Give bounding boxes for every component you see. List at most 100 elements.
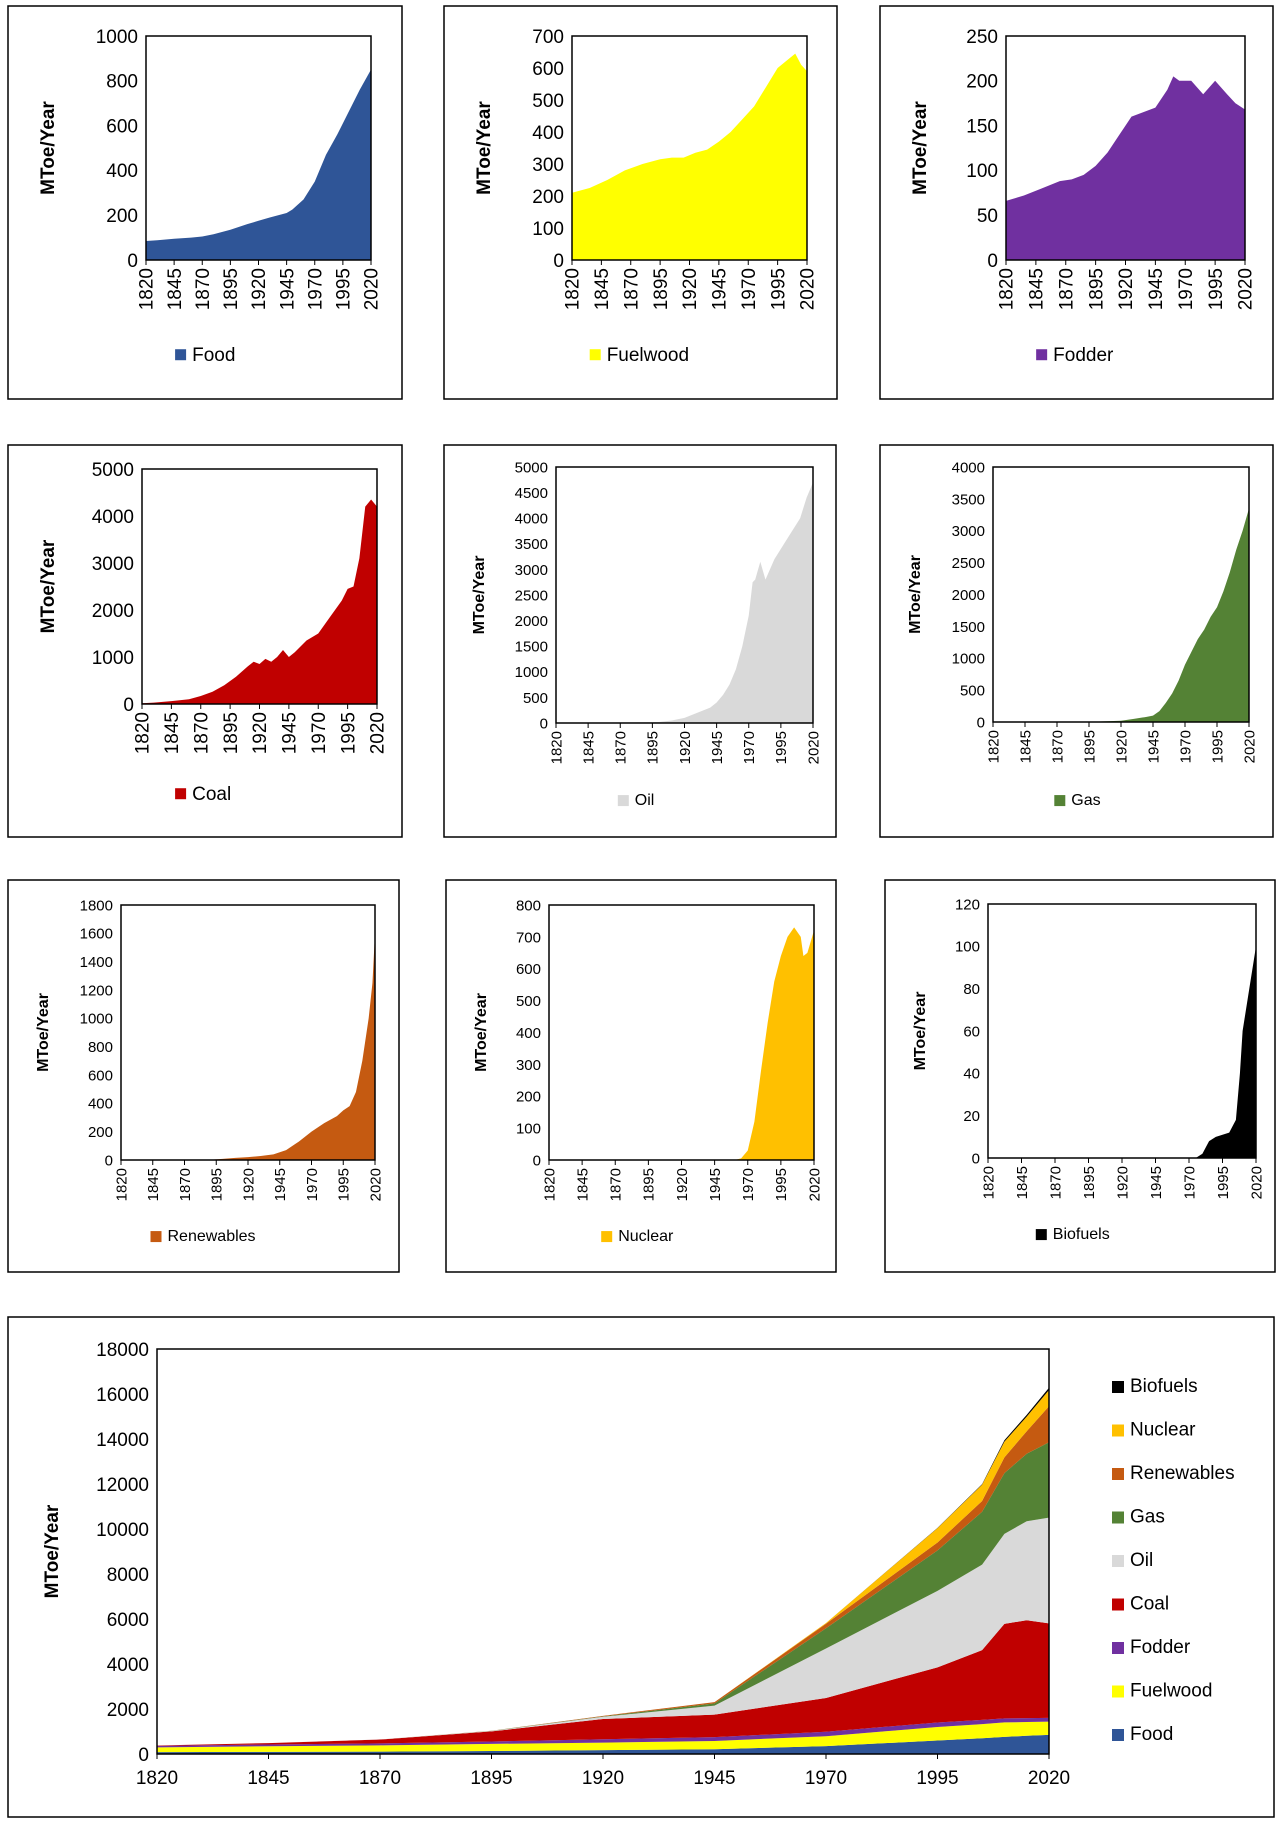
y-tick-label: 300 <box>532 155 564 176</box>
legend-swatch-renewables <box>150 1231 162 1243</box>
x-tick-label: 1820 <box>980 1166 997 1199</box>
y-tick-label: 3500 <box>952 491 985 508</box>
x-tick-label: 1895 <box>209 1168 226 1201</box>
area-series-fodder <box>157 1717 1049 1748</box>
x-tick-label: 1920 <box>674 1168 691 1201</box>
x-tick-label: 1820 <box>563 268 584 310</box>
legend-swatch-food <box>175 349 187 361</box>
x-tick-label: 1895 <box>221 268 242 310</box>
x-tick-label: 1920 <box>1116 268 1137 310</box>
y-tick-label: 800 <box>106 72 138 93</box>
y-tick-label: 200 <box>516 1089 541 1106</box>
x-tick-label: 1970 <box>1181 1166 1198 1199</box>
legend-swatch-fuelwood <box>1112 1685 1124 1698</box>
x-tick-label: 1970 <box>309 712 330 754</box>
legend-label-oil: Oil <box>1130 1550 1153 1571</box>
y-tick-label: 500 <box>960 683 985 700</box>
y-tick-label: 100 <box>955 939 980 956</box>
x-tick-label: 1870 <box>359 1768 401 1789</box>
y-tick-label: 400 <box>88 1096 113 1113</box>
y-tick-label: 0 <box>123 695 134 716</box>
chart-oil: 0 500 1000 1500 2000 2500 3000 3500 4000 4500 5000… <box>443 444 837 838</box>
legend-swatch-biofuels <box>1112 1381 1124 1393</box>
x-tick-label: 1870 <box>193 268 214 310</box>
y-axis-label: MToe/Year <box>38 539 59 633</box>
y-tick-label: 1500 <box>952 619 985 636</box>
chart-fuelwood: 0 100 200 300 400 500 600 700 1820 1845 1870 1895 19… <box>443 5 838 400</box>
x-tick-label: 1970 <box>305 268 326 310</box>
x-tick-label: 2020 <box>367 1168 384 1201</box>
x-tick-label: 1845 <box>247 1768 289 1789</box>
x-tick-label: 1920 <box>582 1768 624 1789</box>
legend-label-gas: Gas <box>1071 792 1100 809</box>
x-tick-label: 2020 <box>805 731 822 764</box>
y-tick-label: 700 <box>532 27 564 48</box>
y-tick-label: 2000 <box>92 601 134 622</box>
x-tick-label: 2020 <box>362 268 383 310</box>
x-tick-label: 2020 <box>798 268 819 310</box>
y-axis-label: MToe/Year <box>42 1504 63 1598</box>
y-tick-label: 400 <box>106 161 138 182</box>
y-tick-label: 2500 <box>515 587 548 604</box>
chart-panel-border <box>7 879 400 1273</box>
legend-label-renewables: Renewables <box>168 1228 256 1245</box>
x-tick-label: 1995 <box>334 268 355 310</box>
legend-swatch-gas <box>1112 1511 1124 1524</box>
y-tick-label: 1000 <box>92 648 134 669</box>
x-tick-label: 1895 <box>470 1768 512 1789</box>
y-axis-label: MToe/Year <box>912 992 929 1071</box>
y-tick-label: 200 <box>106 206 138 227</box>
chart-coal: 0 1000 2000 3000 4000 5000 1820 1845 1870 1895 192… <box>7 444 403 838</box>
x-tick-label: 1870 <box>621 268 642 310</box>
y-tick-label: 14000 <box>96 1430 149 1451</box>
chart-fodder: 0 50 100 150 200 250 1820 1845 1870 1895 1920 1945 1… <box>879 5 1274 400</box>
y-tick-label: 2500 <box>952 555 985 572</box>
y-axis-label: MToe/Year <box>473 993 490 1072</box>
legend-swatch-gas <box>1054 795 1066 807</box>
x-tick-label: 1995 <box>338 712 359 754</box>
x-tick-label: 1970 <box>739 268 760 310</box>
y-tick-label: 4000 <box>107 1655 149 1676</box>
x-tick-label: 1945 <box>1146 268 1167 310</box>
x-tick-label: 1920 <box>677 731 694 764</box>
y-tick-label: 600 <box>516 961 541 978</box>
y-tick-label: 200 <box>88 1124 113 1141</box>
area-series-food <box>146 69 371 260</box>
y-tick-label: 4000 <box>515 511 548 528</box>
area-series-fuelwood <box>157 1721 1049 1753</box>
y-tick-label: 800 <box>516 897 541 914</box>
y-tick-label: 10000 <box>96 1520 149 1541</box>
y-tick-label: 3000 <box>515 562 548 579</box>
x-tick-label: 2020 <box>1241 730 1258 763</box>
y-tick-label: 0 <box>553 251 564 272</box>
legend-swatch-fuelwood <box>589 349 601 361</box>
y-tick-label: 6000 <box>107 1610 149 1631</box>
legend-swatch-coal <box>1112 1598 1124 1611</box>
x-tick-label: 1895 <box>221 712 242 754</box>
y-tick-label: 500 <box>523 690 548 707</box>
legend-label-fodder: Fodder <box>1130 1637 1191 1658</box>
y-tick-label: 500 <box>532 91 564 112</box>
x-tick-label: 1870 <box>1047 1166 1064 1199</box>
x-tick-label: 1995 <box>1209 730 1226 763</box>
area-series-fodder <box>1006 76 1245 260</box>
x-tick-label: 1845 <box>1014 1166 1031 1199</box>
area-series-renewables <box>121 933 375 1160</box>
y-axis-label: MToe/Year <box>35 993 52 1072</box>
legend-label-gas: Gas <box>1130 1507 1165 1528</box>
y-tick-label: 200 <box>532 187 564 208</box>
x-tick-label: 1845 <box>574 1168 591 1201</box>
x-tick-label: 1820 <box>133 712 154 754</box>
y-tick-label: 40 <box>963 1066 980 1083</box>
x-tick-label: 1870 <box>608 1168 625 1201</box>
y-tick-label: 18000 <box>96 1340 149 1361</box>
legend-label-coal: Coal <box>192 784 231 805</box>
y-tick-label: 800 <box>88 1039 113 1056</box>
legend-swatch-coal <box>175 788 187 800</box>
x-tick-label: 1945 <box>277 268 298 310</box>
x-tick-label: 1845 <box>1027 268 1048 310</box>
area-series-biofuels <box>988 946 1256 1158</box>
y-tick-label: 500 <box>516 993 541 1010</box>
x-tick-label: 2020 <box>806 1168 823 1201</box>
